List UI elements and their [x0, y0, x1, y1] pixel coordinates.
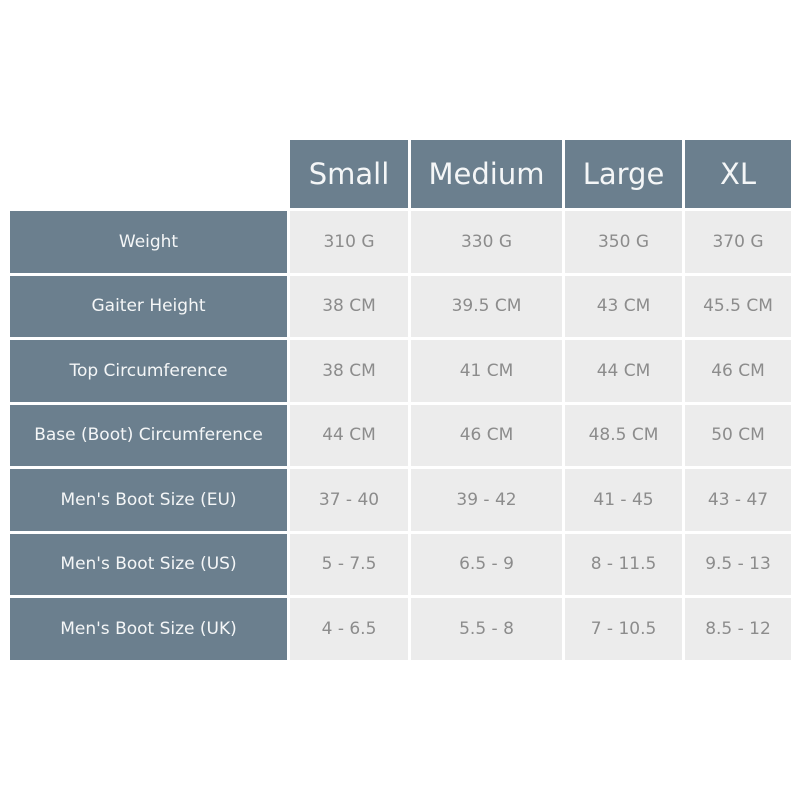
table-cell: 39 - 42: [411, 469, 562, 531]
table-cell: 43 - 47: [685, 469, 791, 531]
table-cell: 330 G: [411, 211, 562, 273]
table-cell: 39.5 CM: [411, 275, 562, 337]
table-cell: 46 CM: [411, 404, 562, 466]
table-cell: 38 CM: [290, 275, 408, 337]
table-cell: 44 CM: [565, 340, 682, 402]
column-header-large: Large: [565, 140, 682, 208]
table-cell: 5 - 7.5: [290, 533, 408, 595]
table-cell: 45.5 CM: [685, 275, 791, 337]
table-cell: 4 - 6.5: [290, 598, 408, 660]
column-header-medium: Medium: [411, 140, 562, 208]
row-label: Gaiter Height: [10, 275, 287, 337]
column-header-small: Small: [290, 140, 408, 208]
row-label: Weight: [10, 211, 287, 273]
table-cell: 9.5 - 13: [685, 533, 791, 595]
table-cell: 8 - 11.5: [565, 533, 682, 595]
table-cell: 5.5 - 8: [411, 598, 562, 660]
column-header-xl: XL: [685, 140, 791, 208]
table-cell: 44 CM: [290, 404, 408, 466]
table-cell: 50 CM: [685, 404, 791, 466]
row-label: Top Circumference: [10, 340, 287, 402]
table-cell: 41 - 45: [565, 469, 682, 531]
row-label: Men's Boot Size (EU): [10, 469, 287, 531]
table-cell: 370 G: [685, 211, 791, 273]
table-cell: 48.5 CM: [565, 404, 682, 466]
row-label: Base (Boot) Circumference: [10, 404, 287, 466]
table-cell: 38 CM: [290, 340, 408, 402]
corner-cell: [10, 140, 287, 208]
table-cell: 350 G: [565, 211, 682, 273]
table-cell: 41 CM: [411, 340, 562, 402]
table-cell: 8.5 - 12: [685, 598, 791, 660]
row-label: Men's Boot Size (US): [10, 533, 287, 595]
table-cell: 43 CM: [565, 275, 682, 337]
table-cell: 310 G: [290, 211, 408, 273]
table-cell: 46 CM: [685, 340, 791, 402]
table-cell: 6.5 - 9: [411, 533, 562, 595]
table-cell: 7 - 10.5: [565, 598, 682, 660]
row-label: Men's Boot Size (UK): [10, 598, 287, 660]
table-cell: 37 - 40: [290, 469, 408, 531]
